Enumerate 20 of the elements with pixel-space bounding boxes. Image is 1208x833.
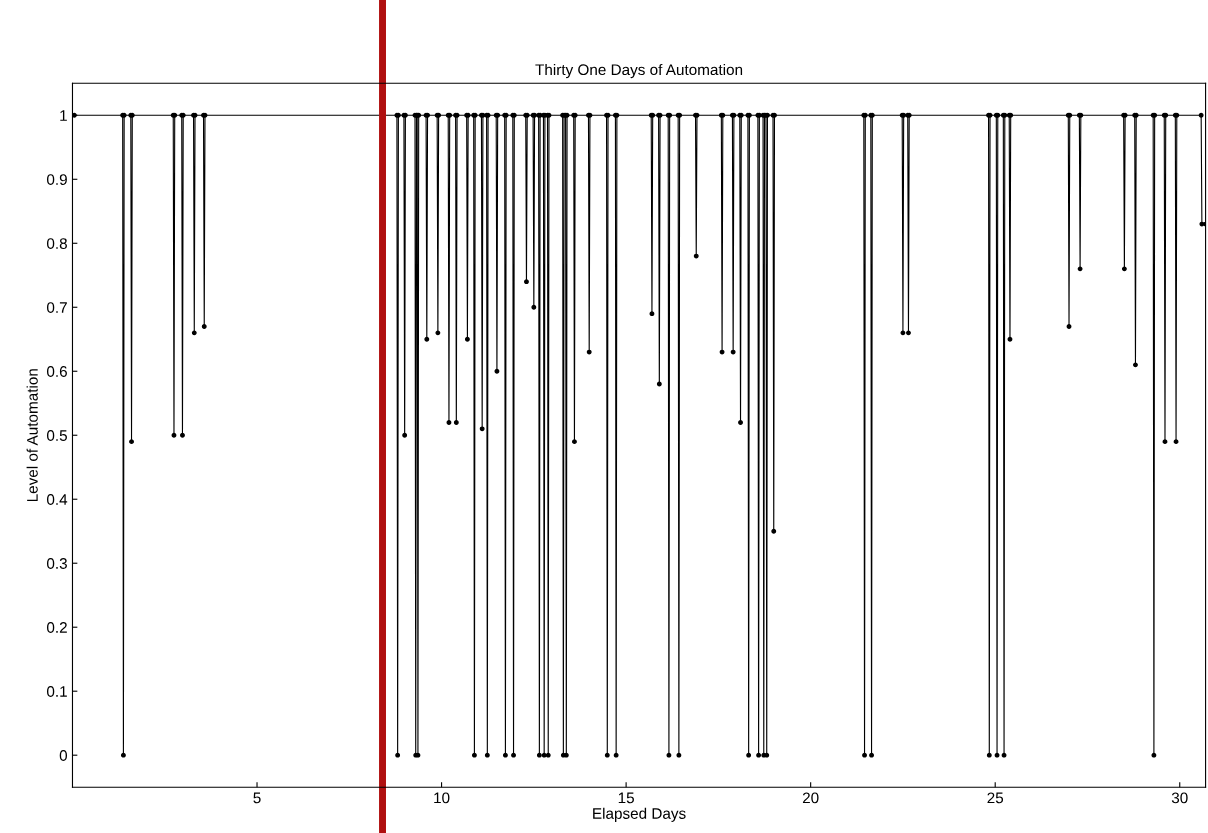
y-axis-title: Level of Automation (26, 369, 38, 502)
y-tick-label: 0.6 (46, 366, 67, 377)
y-tick-label: 0.9 (46, 174, 67, 185)
x-axis-title: Elapsed Days (593, 807, 686, 822)
y-tick-label: 0.8 (46, 238, 67, 249)
x-tick-label: 15 (618, 792, 634, 804)
y-tick-label: 0 (59, 750, 68, 761)
y-tick-label: 1 (60, 110, 67, 121)
x-tick-label: 5 (253, 792, 261, 804)
y-tick-label: 0.4 (46, 494, 68, 505)
y-tick-label: 0.5 (46, 430, 67, 441)
x-tick-label: 10 (434, 792, 450, 804)
y-tick-label: 0.7 (46, 302, 67, 313)
x-tick-label: 30 (1171, 792, 1188, 804)
x-tick-label: 25 (987, 792, 1004, 804)
chart-title: Thirty One Days of Automation (535, 63, 743, 79)
x-tick-label: 20 (802, 792, 819, 804)
y-tick-label: 0.1 (46, 686, 67, 697)
y-tick-label: 0.2 (46, 622, 67, 633)
y-tick-label: 0.3 (46, 558, 67, 569)
